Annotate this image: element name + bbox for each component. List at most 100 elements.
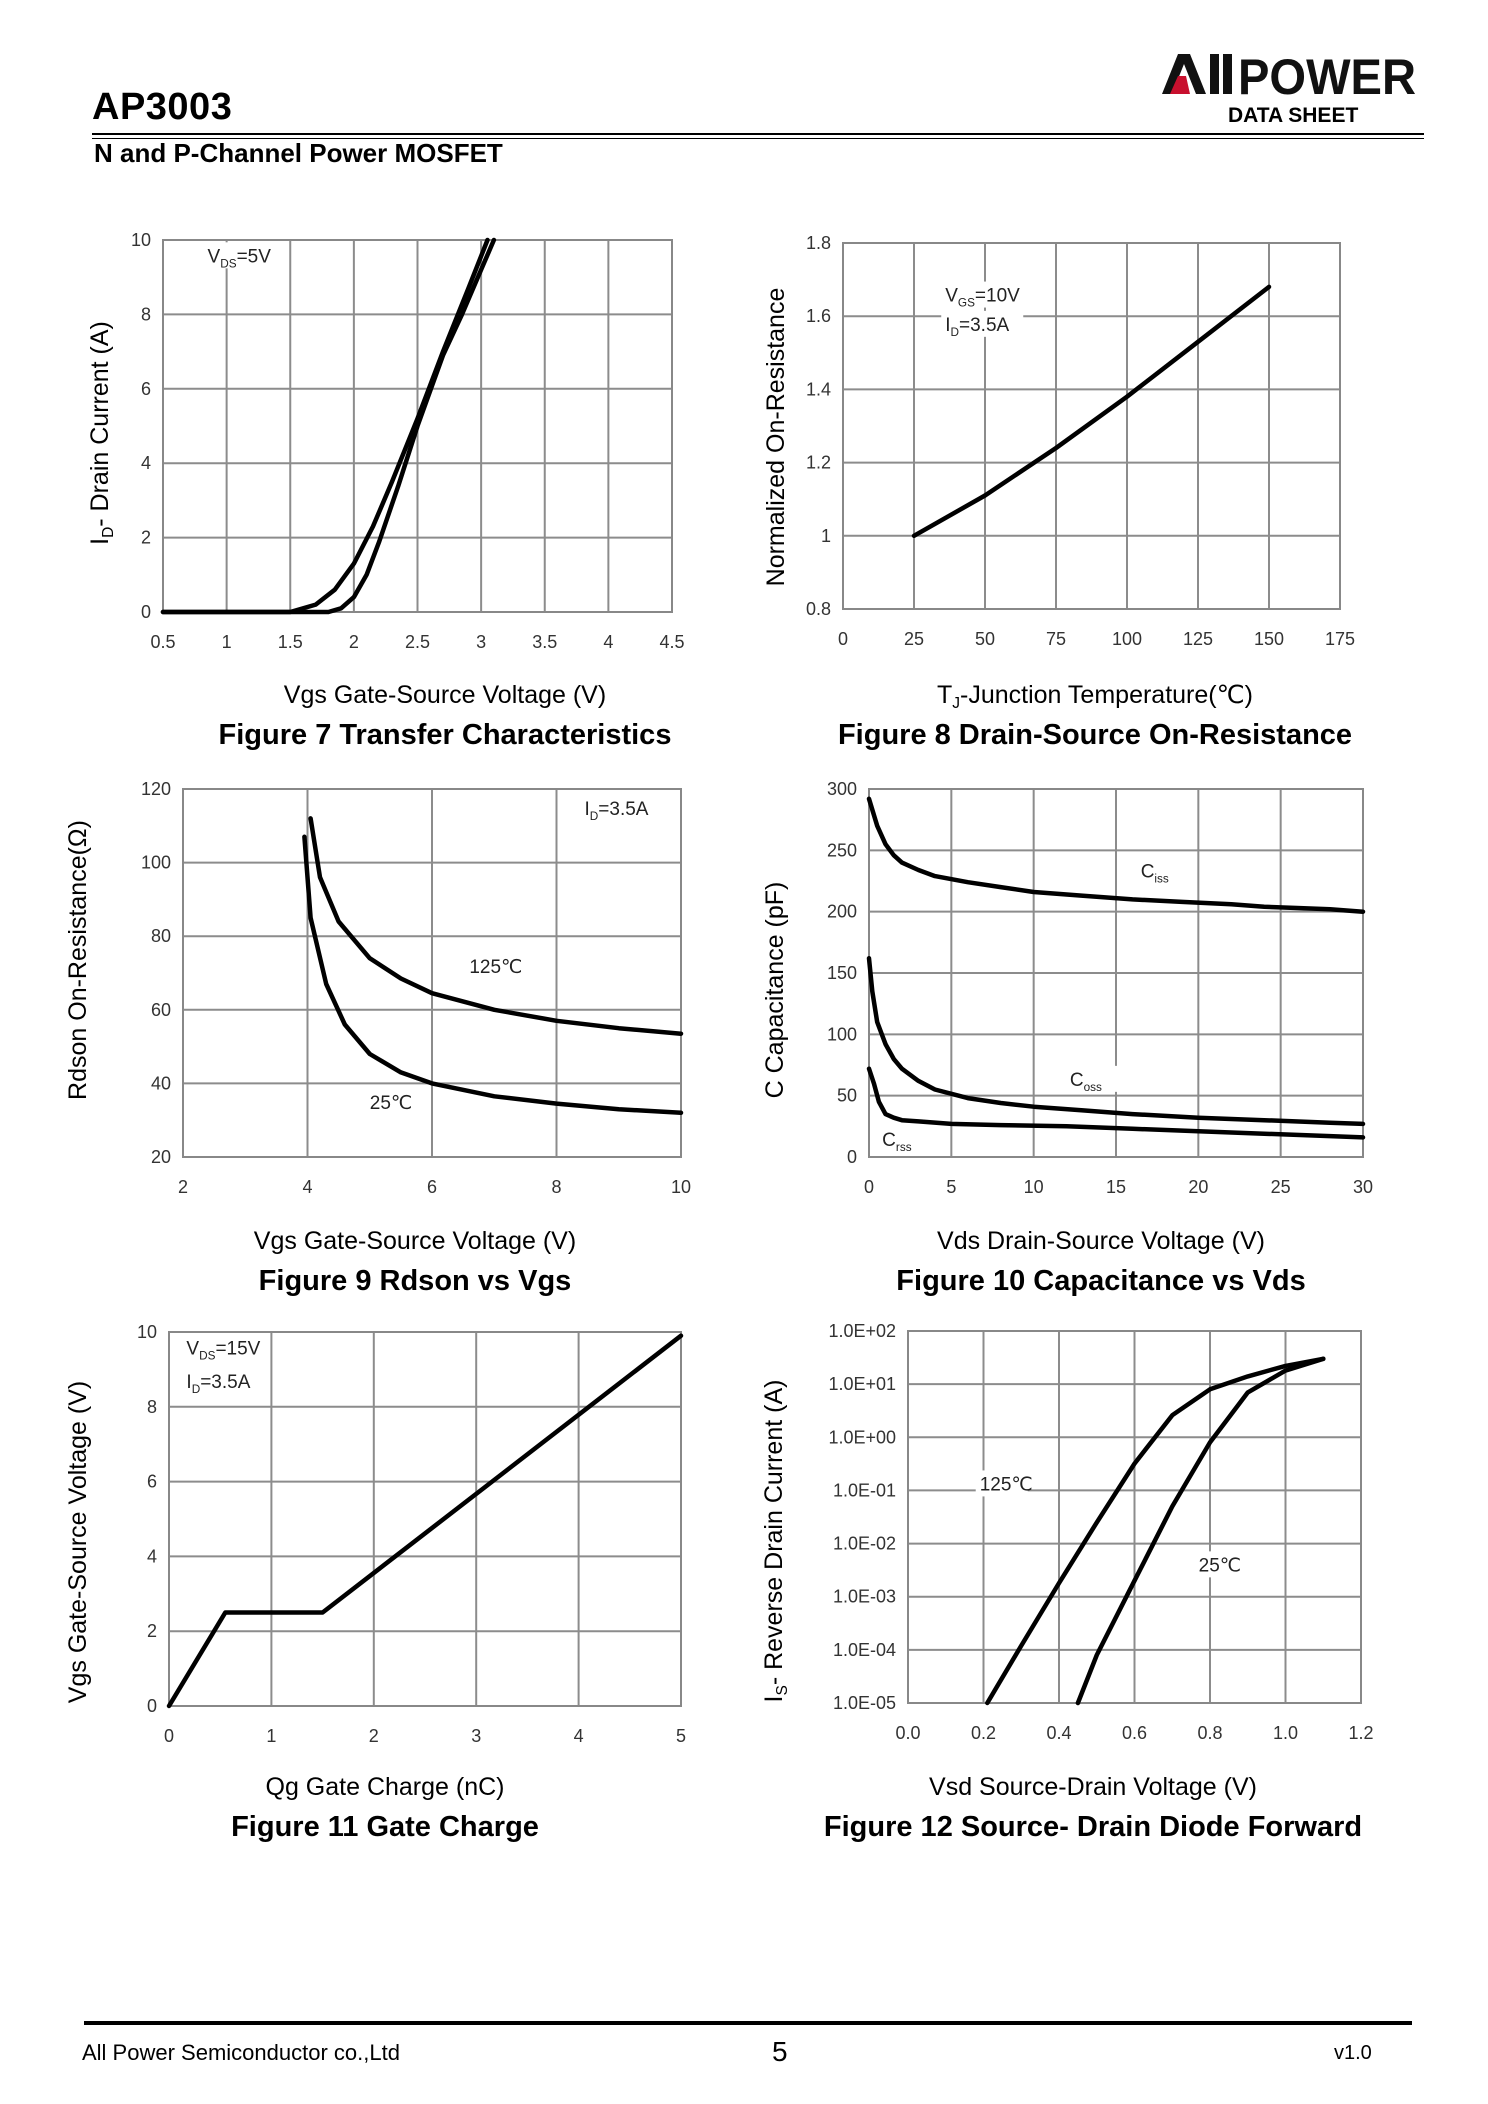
svg-text:POWER: POWER <box>1238 50 1416 100</box>
annotation-label: Ciss <box>1141 861 1169 885</box>
x-tick-label: 0 <box>838 629 848 649</box>
y-tick-label: 10 <box>131 230 151 250</box>
footer-company: All Power Semiconductor co.,Ltd <box>82 2040 400 2065</box>
fig11-chart: 0 1 2 3 4 5 0 2 4 6 8 10 VDS=15V ID=3.5A Qg Gate Charg… <box>64 1322 686 1843</box>
x-axis-label: Vsd Source-Drain Voltage (V) <box>929 1773 1257 1801</box>
annotation-label: VGS=10V <box>945 286 1020 310</box>
y-tick-label: 8 <box>141 304 151 324</box>
x-tick-label: 5 <box>946 1177 956 1197</box>
y-axis-label: C Capacitance (pF) <box>761 882 789 1099</box>
fig12-chart: 0.0 0.2 0.4 0.6 0.8 1.0 1.2 1.0E-05 1.0E-04 1.0E-… <box>760 1321 1374 1843</box>
y-tick-label: 50 <box>837 1086 857 1106</box>
y-tick-label: 8 <box>147 1397 157 1417</box>
annotation-bg <box>1194 1551 1237 1578</box>
y-axis-label: ID- Drain Current (A) <box>86 321 117 545</box>
y-tick-label: 6 <box>147 1472 157 1492</box>
x-tick-label: 1.2 <box>1348 1723 1373 1743</box>
y-tick-label: 1.0E-05 <box>833 1693 896 1713</box>
x-tick-label: 4 <box>574 1726 584 1746</box>
series-line-1 <box>866 956 1366 1127</box>
x-tick-label: 0.2 <box>971 1723 996 1743</box>
y-tick-label: 200 <box>827 902 857 922</box>
y-tick-label: 1.0E+01 <box>828 1374 896 1394</box>
x-tick-label: 0.6 <box>1122 1723 1147 1743</box>
y-tick-label: 1.2 <box>806 453 831 473</box>
y-tick-label: 300 <box>827 779 857 799</box>
header-rule-thin <box>92 138 1424 139</box>
plot-frame <box>162 239 673 613</box>
annotation-label: VDS=15V <box>186 1338 260 1362</box>
x-axis-label: Vds Drain-Source Voltage (V) <box>937 1227 1265 1255</box>
annotation-bg <box>365 1089 408 1116</box>
y-tick-label: 2 <box>147 1621 157 1641</box>
annotation-bg <box>182 1334 265 1361</box>
annotation-label: 125℃ <box>469 957 522 978</box>
annotation-label: Crss <box>882 1130 912 1154</box>
x-tick-label: 0.8 <box>1197 1723 1222 1743</box>
x-tick-label: 4.5 <box>659 632 684 652</box>
datasheet-label: DATA SHEET <box>1228 104 1359 127</box>
y-tick-label: 1.0E-04 <box>833 1640 896 1660</box>
x-tick-label: 3 <box>476 632 486 652</box>
allpower-logo: POWER <box>1162 50 1416 100</box>
series-line-2 <box>866 1066 1366 1140</box>
x-tick-label: 100 <box>1112 629 1142 649</box>
series-line-1 <box>302 834 684 1116</box>
y-tick-label: 0.8 <box>806 599 831 619</box>
annotation-label: ID=3.5A <box>585 799 649 823</box>
plot-frame <box>182 788 682 1158</box>
series-line <box>911 284 1272 539</box>
y-tick-label: 1.0E-02 <box>833 1534 896 1554</box>
x-tick-label: 75 <box>1046 629 1066 649</box>
figure-title: Figure 12 Source- Drain Diode Forward <box>824 1811 1362 1843</box>
plot-frame <box>168 1331 682 1707</box>
annotation-label: 25℃ <box>1199 1555 1241 1576</box>
y-tick-label: 80 <box>151 926 171 946</box>
x-axis-label: Qg Gate Charge (nC) <box>266 1773 505 1801</box>
series-line <box>160 237 490 615</box>
x-tick-label: 2 <box>349 632 359 652</box>
x-tick-label: 1 <box>222 632 232 652</box>
x-tick-label: 175 <box>1325 629 1355 649</box>
annotation-bg <box>580 794 663 821</box>
y-tick-label: 250 <box>827 840 857 860</box>
annotation-bg <box>975 1470 1028 1497</box>
x-tick-label: 2 <box>178 1177 188 1197</box>
annotation-label: Coss <box>1070 1070 1102 1094</box>
figure-title: Figure 10 Capacitance vs Vds <box>896 1265 1305 1297</box>
y-axis-label: Rdson On-Resistance(Ω) <box>64 820 92 1100</box>
document-subtitle: N and P-Channel Power MOSFET <box>94 138 503 168</box>
annotation-label: VDS=5V <box>208 246 272 270</box>
series-line-0 <box>866 796 1366 914</box>
annotation-bg <box>878 1125 931 1152</box>
y-tick-label: 0 <box>141 602 151 622</box>
fig9-chart: 2 4 6 8 10 20 40 60 80 100 120 ID=3.5A 125℃ 25℃ Vgs Ga… <box>64 779 691 1297</box>
figure-title: Figure 8 Drain-Source On-Resistance <box>838 719 1352 751</box>
fig7-chart: 0.5 1 1.5 2 2.5 3 3.5 4 4.5 0 2 4 6 8 10 VDS=5V Vgs Gate… <box>86 230 685 751</box>
page-number: 5 <box>772 2036 788 2067</box>
x-tick-label: 4 <box>302 1177 312 1197</box>
footer-version: v1.0 <box>1334 2042 1372 2064</box>
x-tick-label: 4 <box>603 632 613 652</box>
annotation-label: ID=3.5A <box>945 315 1009 339</box>
annotation-bg <box>203 242 276 269</box>
figure-title: Figure 7 Transfer Characteristics <box>219 719 672 751</box>
x-tick-label: 10 <box>671 1177 691 1197</box>
annotation-label: ID=3.5A <box>186 1372 250 1396</box>
x-tick-label: 10 <box>1024 1177 1044 1197</box>
x-tick-label: 8 <box>551 1177 561 1197</box>
x-tick-label: 20 <box>1188 1177 1208 1197</box>
x-tick-label: 1 <box>266 1726 276 1746</box>
x-tick-label: 6 <box>427 1177 437 1197</box>
y-tick-label: 20 <box>151 1147 171 1167</box>
annotation-bg <box>941 281 1024 308</box>
annotation-bg <box>182 1368 265 1395</box>
fig8-chart: 0 25 50 75 100 125 150 175 0.8 1 1.2 1.4 1.6 1.8 VGS=1… <box>762 233 1355 751</box>
y-tick-label: 1.0E+00 <box>828 1427 896 1447</box>
y-tick-label: 4 <box>147 1546 157 1566</box>
plot-area <box>169 1332 681 1706</box>
x-tick-label: 150 <box>1254 629 1284 649</box>
y-tick-label: 2 <box>141 528 151 548</box>
figure-title: Figure 11 Gate Charge <box>231 1811 539 1843</box>
plot-frame <box>842 242 1341 610</box>
